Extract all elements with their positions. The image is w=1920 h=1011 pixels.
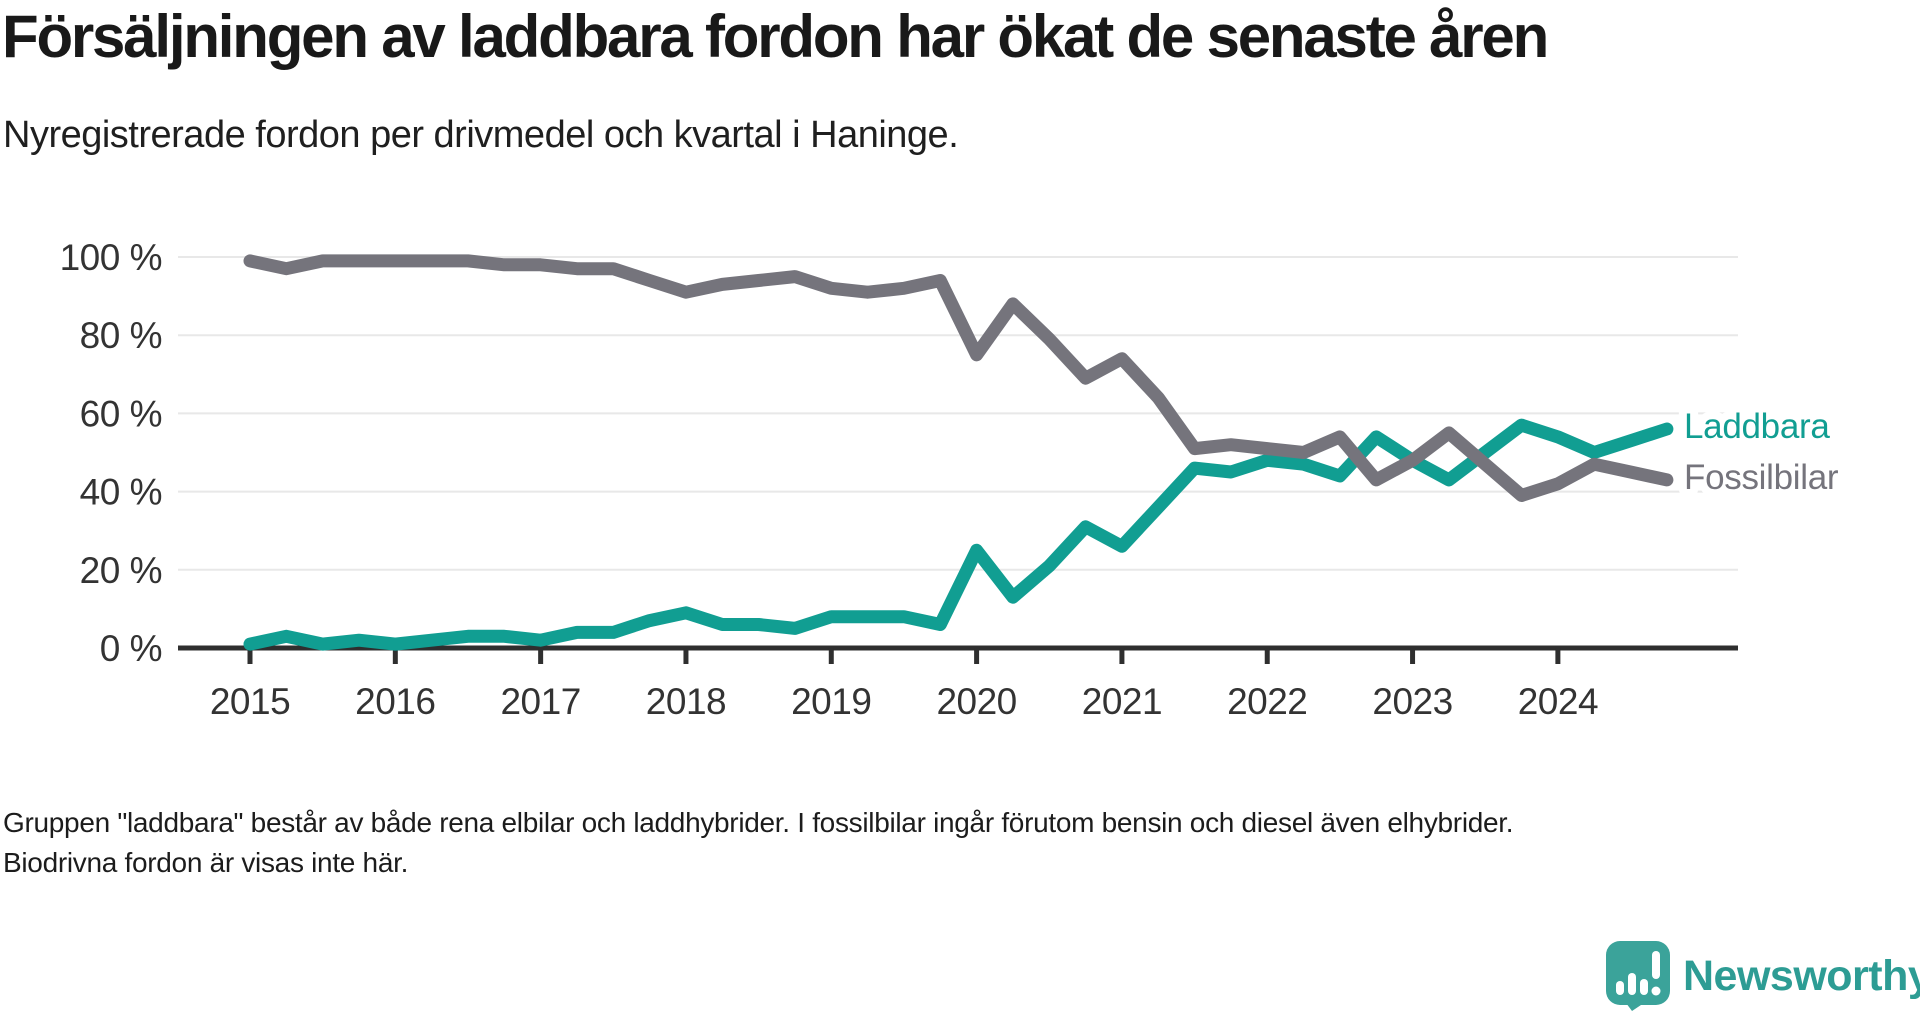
x-axis-label: 2016 xyxy=(355,681,435,722)
y-axis-label: 0 % xyxy=(100,628,162,669)
series-label-fossilbilar: Fossilbilar xyxy=(1684,458,1839,497)
chart-footnote: Gruppen "laddbara" består av både rena e… xyxy=(3,807,1514,878)
series-label-laddbara: Laddbara xyxy=(1684,407,1830,446)
chart-subtitle: Nyregistrerade fordon per drivmedel och … xyxy=(3,114,959,156)
series-line-fossilbilar xyxy=(243,254,1674,502)
x-axis-label: 2018 xyxy=(646,681,726,722)
x-axis-label: 2015 xyxy=(210,681,290,722)
y-axis-label: 80 % xyxy=(80,315,162,356)
newsworthy-logo: Newsworthy xyxy=(1606,941,1920,1011)
brand-name: Newsworthy xyxy=(1683,951,1920,1000)
x-axis-label: 2017 xyxy=(500,681,580,722)
page-title: Försäljningen av laddbara fordon har öka… xyxy=(2,3,1549,70)
x-axis-label: 2019 xyxy=(791,681,871,722)
series-line-laddbara xyxy=(243,418,1674,651)
x-axis-label: 2022 xyxy=(1227,681,1307,722)
line-chart: 0 % 20 % 40 % 60 % 80 % 100 % 2015 2016 2017 2018… xyxy=(60,237,1848,722)
newsworthy-bubble-icon xyxy=(1606,941,1670,1011)
x-axis-label: 2021 xyxy=(1082,681,1162,722)
x-axis-label: 2020 xyxy=(936,681,1016,722)
x-axis-label: 2024 xyxy=(1518,681,1598,722)
y-axis-label: 40 % xyxy=(80,472,162,513)
y-axis-label: 20 % xyxy=(80,550,162,591)
y-axis-label: 60 % xyxy=(80,393,162,434)
x-axis-label: 2023 xyxy=(1372,681,1452,722)
y-axis-label: 100 % xyxy=(60,237,162,278)
